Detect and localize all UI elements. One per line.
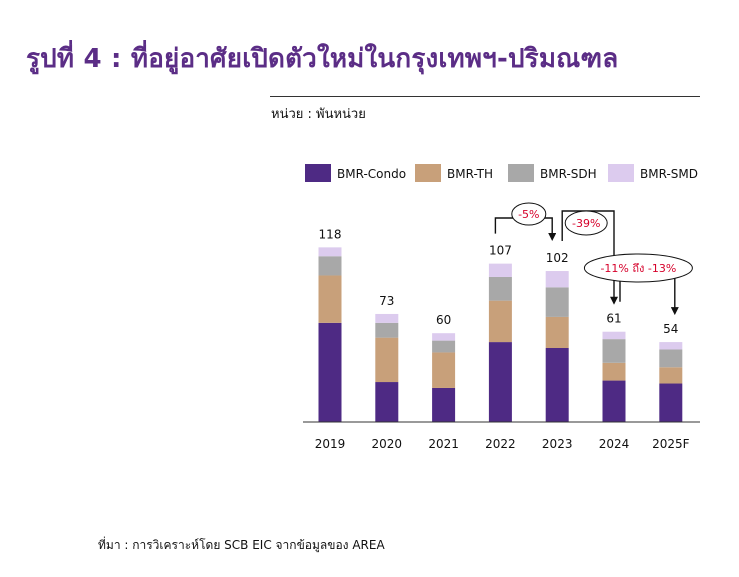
legend-label-sdh: BMR-SDH [540,167,597,181]
total-label-2021: 60 [436,313,451,327]
bar-segment-smd-2021 [432,333,456,341]
unit-label: หน่วย : พันหน่วย [271,107,366,122]
bar-segment-condo-2023 [545,348,569,422]
legend-swatch-sdh [508,164,534,182]
annotation-2024-2025F: -11% ถึง -13% [600,262,676,275]
bar-segment-th-2024 [602,362,626,381]
bar-segment-th-2023 [545,316,569,348]
bar-segment-smd-2019 [318,247,342,257]
total-label-2025F: 54 [663,322,678,336]
bar-segment-condo-2024 [602,380,626,422]
total-label-2020: 73 [379,294,394,308]
total-label-2019: 118 [319,227,342,241]
bar-segment-condo-2022 [488,342,512,422]
total-label-2023: 102 [546,251,569,265]
bar-segment-sdh-2022 [488,276,512,301]
bar-segment-sdh-2019 [318,256,342,276]
legend-swatch-smd [608,164,634,182]
bar-segment-sdh-2020 [375,322,399,338]
source-note: ที่มา : การวิเคราะห์โดย SCB EIC จากข้อมู… [98,538,385,552]
x-tick-label-2019: 2019 [315,437,346,451]
bar-segment-th-2021 [432,352,456,388]
legend-swatch-th [415,164,441,182]
x-tick-label-2020: 2020 [372,437,403,451]
bar-segment-th-2025F [659,367,683,384]
bar-segment-th-2020 [375,337,399,383]
x-tick-label-2022: 2022 [485,437,516,451]
bar-segment-condo-2019 [318,322,342,422]
bar-segment-condo-2025F [659,383,683,422]
bar-segment-smd-2024 [602,331,626,340]
bar-segment-smd-2025F [659,342,683,350]
chart-legend: BMR-Condo BMR-TH BMR-SDH BMR-SMD [305,164,698,182]
title-divider [270,96,700,97]
x-tick-label-2023: 2023 [542,437,573,451]
bars-group: 118 73 60 107 102 61 54 [318,227,683,422]
legend-label-th: BMR-TH [447,167,493,181]
bar-segment-condo-2020 [375,382,399,422]
x-tick-label-2024: 2024 [599,437,630,451]
bar-segment-sdh-2023 [545,287,569,317]
bar-segment-sdh-2025F [659,349,683,368]
legend-swatch-condo [305,164,331,182]
x-tick-label-2025F: 2025F [652,437,690,451]
annotations-group: -5% -39% -11% ถึง -13% [494,202,693,316]
total-label-2022: 107 [489,244,512,258]
bar-segment-th-2022 [488,300,512,343]
bubble-2024-2025F [583,253,693,283]
bar-segment-condo-2021 [432,387,456,422]
bar-segment-smd-2023 [545,271,569,288]
x-tick-label-2021: 2021 [428,437,459,451]
legend-label-condo: BMR-Condo [337,167,406,181]
bubble-2023-2024 [564,210,608,236]
page-title: รูปที่ 4 : ที่อยู่อาศัยเปิดตัวใหม่ในกรุง… [26,44,619,74]
bar-segment-smd-2020 [375,313,399,323]
x-axis: 2019 2020 2021 2022 2023 2024 2025F [303,421,700,451]
total-label-2024: 61 [606,312,621,326]
bar-segment-smd-2022 [488,263,512,277]
annotation-2023-2024: -39% [572,217,600,230]
bar-segment-sdh-2021 [432,340,456,353]
bar-segment-sdh-2024 [602,339,626,363]
legend-label-smd: BMR-SMD [640,167,698,181]
bar-segment-th-2019 [318,275,342,323]
annotation-2022-2023: -5% [518,208,539,221]
bubble-2022-2023 [511,202,547,226]
